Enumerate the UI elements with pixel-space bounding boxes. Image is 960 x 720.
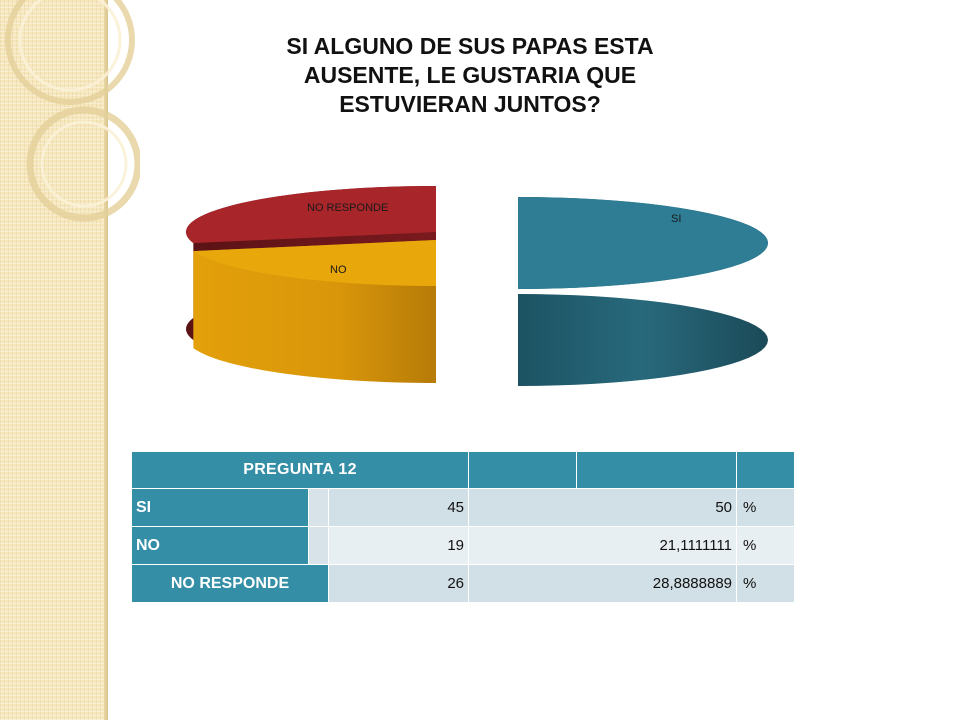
- row-percent: 28,8888889: [468, 564, 738, 603]
- row-percent-unit: %: [736, 488, 796, 527]
- slice-si: [518, 197, 768, 386]
- table-header-cell: [576, 451, 738, 489]
- row-spacer: [308, 488, 329, 527]
- row-percent: 21,1111111: [468, 526, 738, 565]
- row-count: 19: [327, 526, 470, 565]
- row-label: SI: [131, 488, 309, 527]
- row-count: 45: [327, 488, 470, 527]
- table-header-cell: [736, 451, 796, 489]
- table-header-row: PREGUNTA 12: [130, 451, 796, 489]
- slice-label-si: SI: [671, 213, 681, 225]
- decorative-rings: [5, 0, 140, 222]
- row-spacer: [308, 526, 329, 565]
- table-row: SI 45 50 %: [131, 488, 796, 527]
- slice-label-no: NO: [330, 264, 347, 276]
- row-percent-unit: %: [736, 526, 796, 565]
- side-panel-edge: [104, 0, 108, 720]
- slice-label-no-responde: NO RESPONDE: [307, 202, 388, 214]
- row-label: NO: [131, 526, 309, 565]
- table-row: NO 19 21,1111111 %: [131, 526, 796, 565]
- data-table: PREGUNTA 12 SI 45 50 % NO 19 21,1111111 …: [130, 451, 796, 603]
- row-percent: 50: [468, 488, 738, 527]
- table-header-title: PREGUNTA 12: [130, 451, 470, 489]
- slice-no: [193, 240, 436, 383]
- row-percent-unit: %: [736, 564, 796, 603]
- table-header-cell: [468, 451, 578, 489]
- table-row: NO RESPONDE 26 28,8888889 %: [131, 564, 796, 603]
- row-count: 26: [327, 564, 470, 603]
- chart-title: SI ALGUNO DE SUS PAPAS ESTA AUSENTE, LE …: [286, 33, 654, 117]
- row-label: NO RESPONDE: [131, 564, 329, 603]
